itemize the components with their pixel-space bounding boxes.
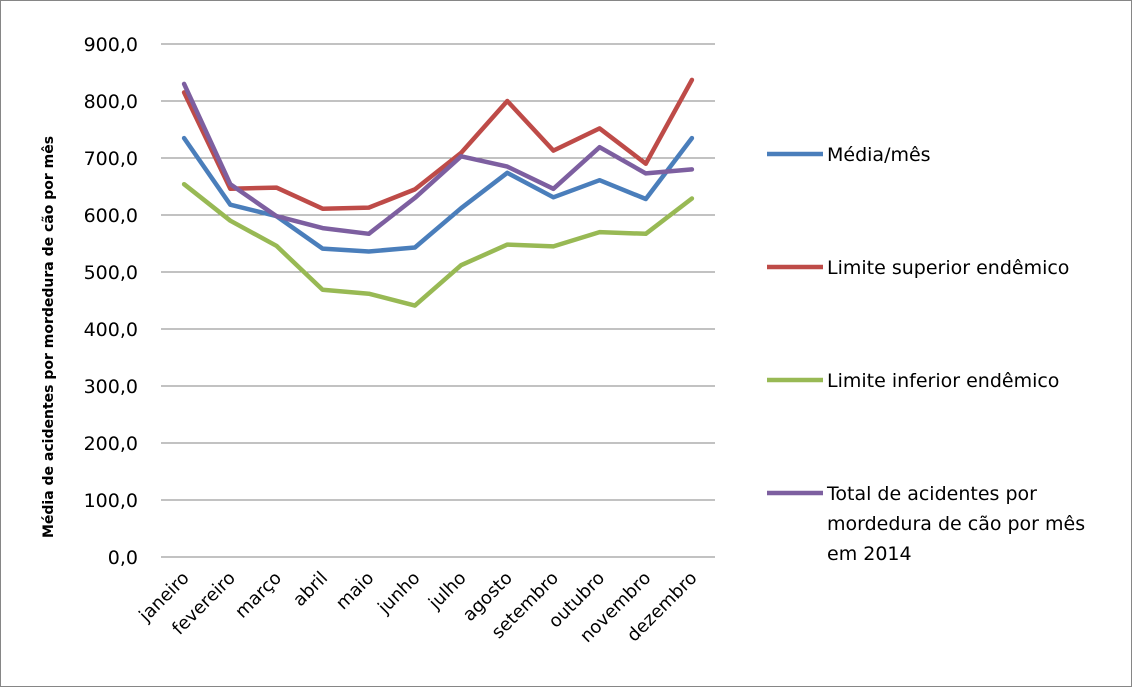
series-line-1 [181,135,695,254]
y-tick-label: 600,0 [84,205,138,227]
legend-label: Limite superior endêmico [827,257,1069,279]
gridlines [161,43,715,558]
y-tick-label: 300,0 [84,376,138,398]
y-tick-label: 900,0 [84,34,138,56]
series-line-3 [181,181,695,308]
y-tick-label: 400,0 [84,319,138,341]
y-tick-label: 0,0 [108,547,138,569]
x-tick-label: junho [373,568,424,619]
legend-label: Total de acidentes por mordedura de cão p… [826,483,1085,565]
y-tick-label: 700,0 [84,148,138,170]
series-line-4 [181,81,695,237]
y-axis-label: Média de acidentes por mordedura de cão … [41,136,57,538]
x-tick-label: abril [289,568,332,611]
legend-label: Limite inferior endêmico [827,370,1059,392]
y-tick-label: 800,0 [84,91,138,113]
x-tick-label: março [231,568,286,623]
y-tick-label: 200,0 [84,433,138,455]
y-axis-ticks: 0,0 100,0 200,0 300,0 400,0 500,0 600,0 700,0 80… [84,34,138,569]
legend-label: Média/mês [827,144,931,166]
series-lines [181,77,695,308]
y-tick-label: 500,0 [84,262,138,284]
y-tick-label: 100,0 [84,490,138,512]
x-tick-label: maio [332,568,378,614]
legend: Média/mês Limite superior endêmico Limite … [767,144,1085,565]
series-line-2 [181,77,695,211]
